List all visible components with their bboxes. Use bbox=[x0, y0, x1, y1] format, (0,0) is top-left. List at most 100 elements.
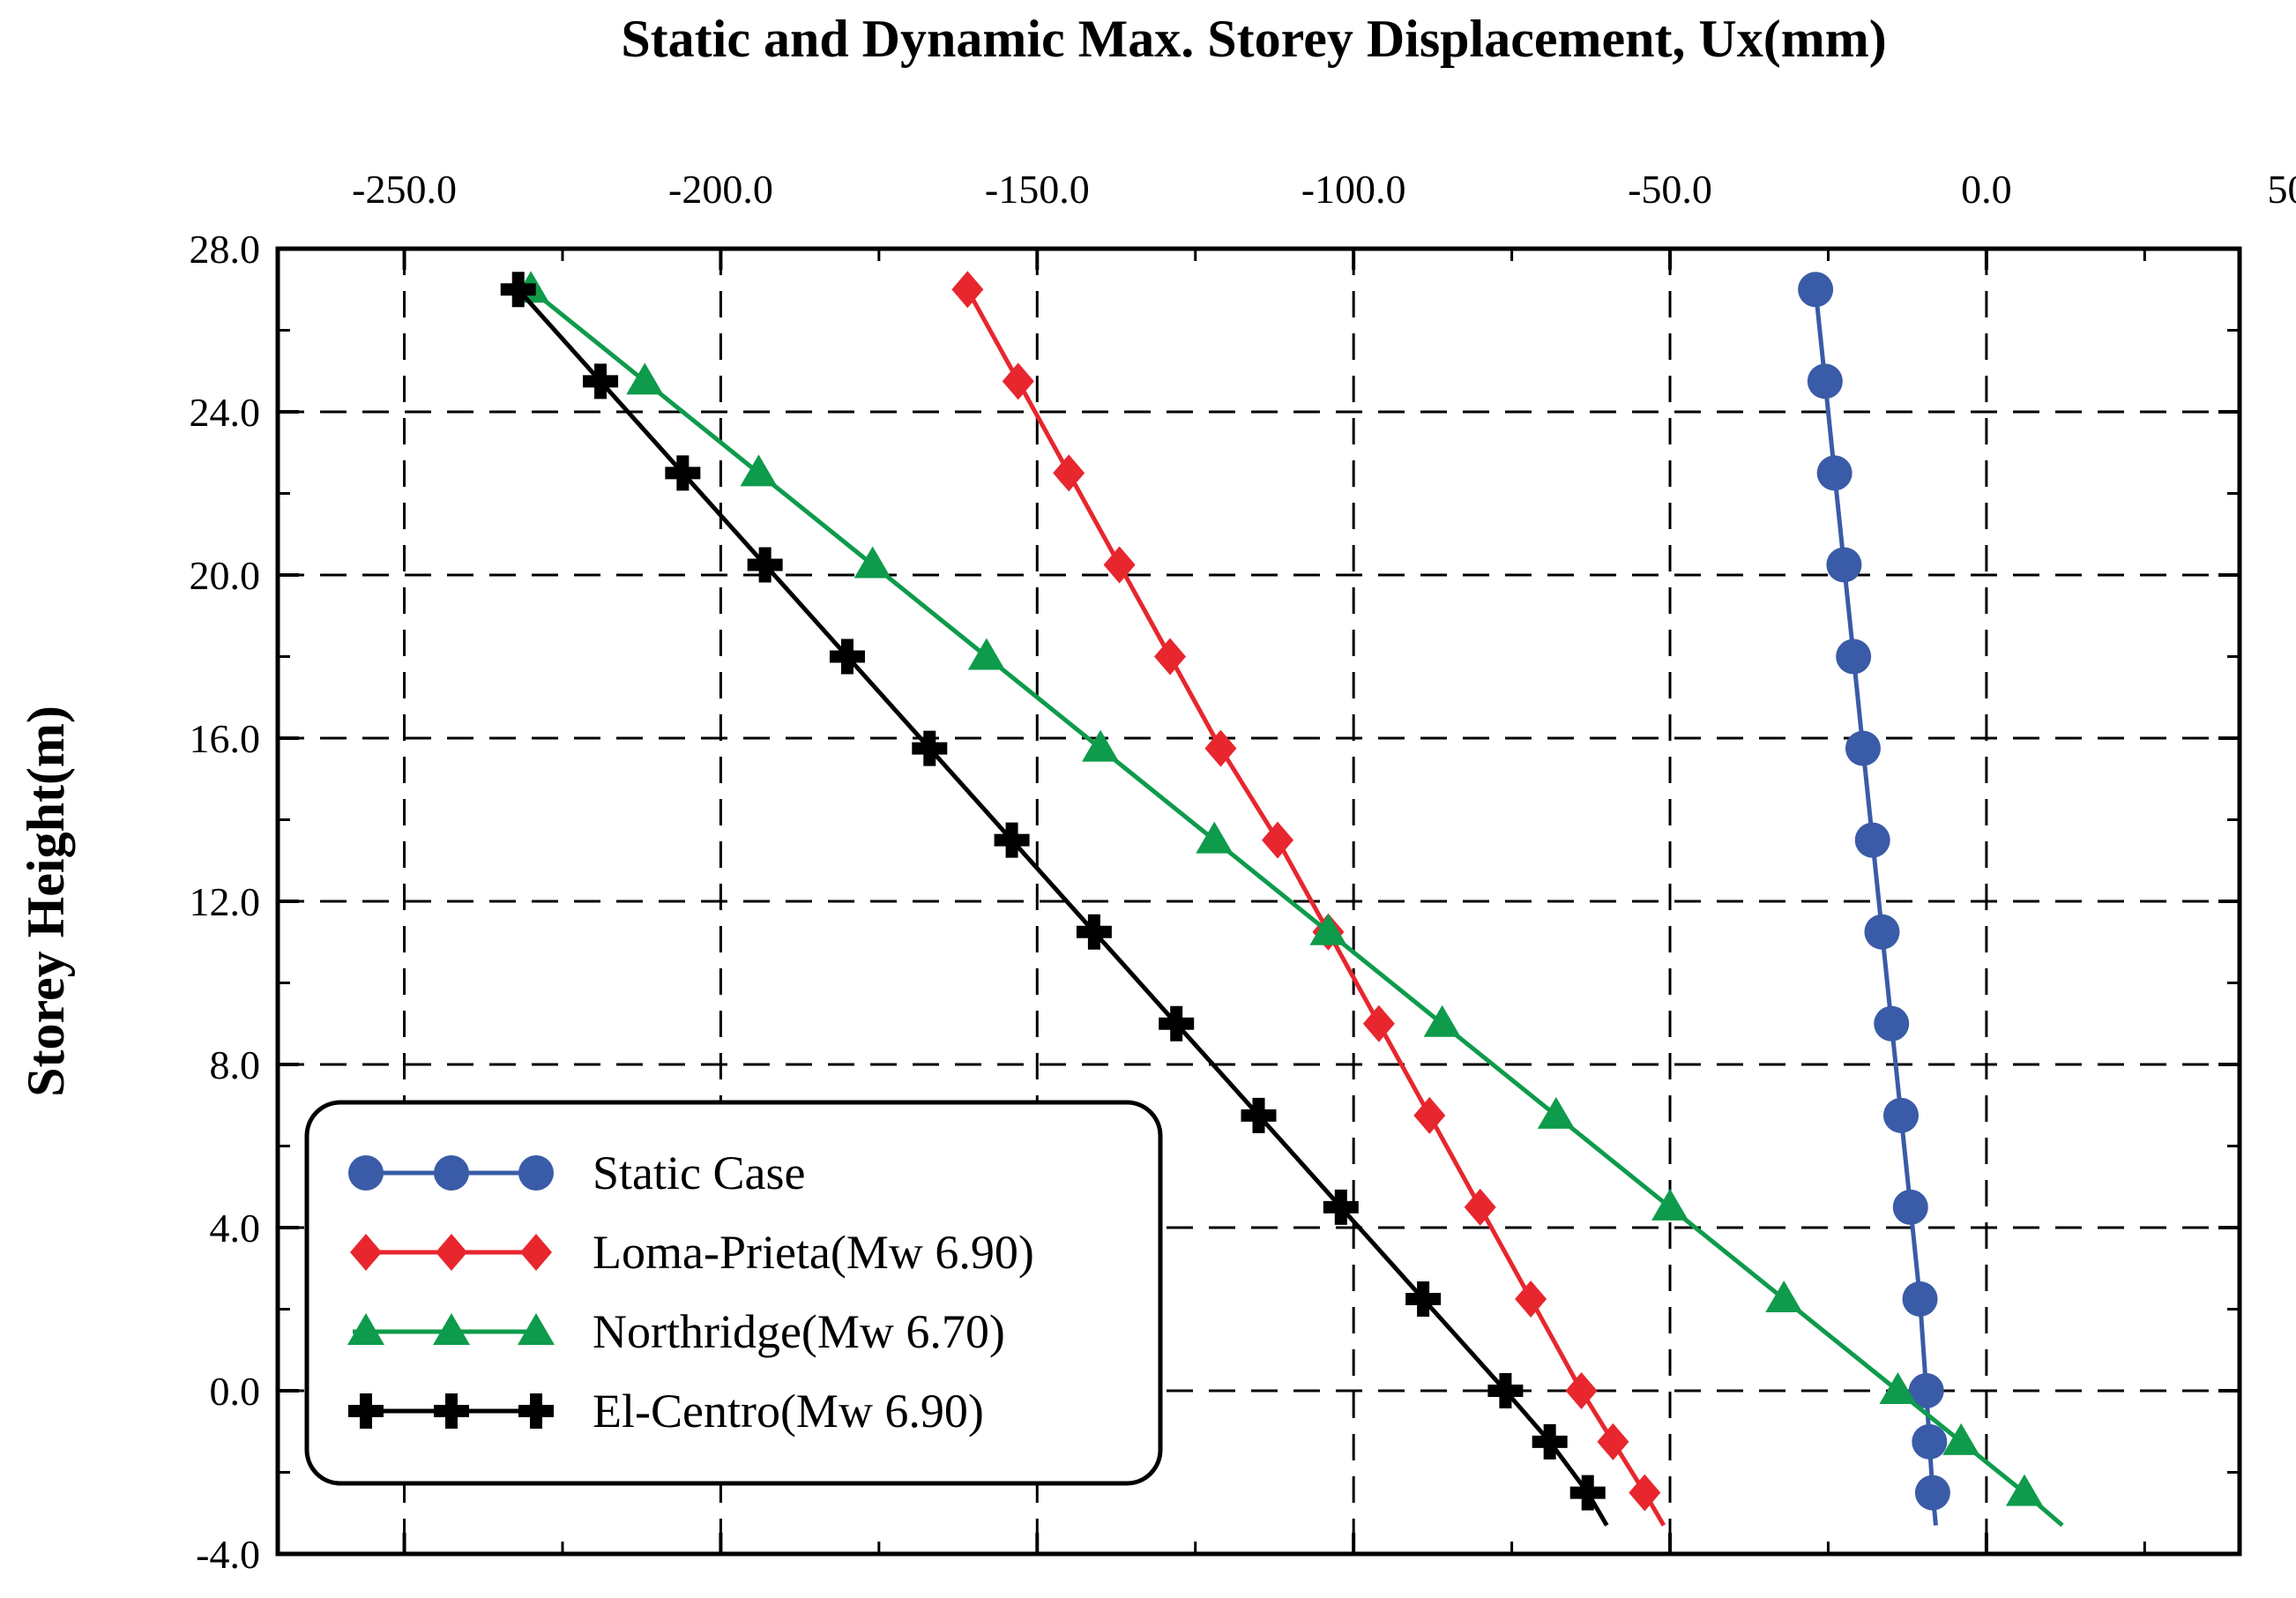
data-point bbox=[1082, 729, 1120, 762]
y-tick-label: 12.0 bbox=[190, 879, 261, 924]
data-point bbox=[583, 363, 619, 400]
data-point bbox=[951, 271, 984, 309]
legend-marker bbox=[436, 1234, 467, 1271]
data-point bbox=[1537, 1096, 1575, 1129]
data-point bbox=[1159, 1005, 1195, 1042]
data-point bbox=[1565, 1372, 1598, 1409]
data-point bbox=[1413, 1096, 1446, 1134]
axis-ticks bbox=[278, 247, 2240, 1556]
data-point bbox=[1323, 1189, 1359, 1225]
y-tick-label: 28.0 bbox=[190, 227, 261, 272]
data-point bbox=[1845, 730, 1881, 766]
data-point bbox=[500, 272, 536, 308]
data-point bbox=[1765, 1280, 1803, 1312]
legend-marker bbox=[348, 1393, 384, 1429]
y-tick-label: 8.0 bbox=[210, 1042, 261, 1087]
data-point bbox=[1826, 547, 1862, 583]
data-point bbox=[1405, 1281, 1442, 1317]
data-point bbox=[829, 638, 865, 675]
y-tick-label: 24.0 bbox=[190, 390, 261, 435]
data-point bbox=[1597, 1423, 1629, 1460]
data-point bbox=[665, 455, 701, 491]
data-point bbox=[1902, 1281, 1938, 1317]
legend-entry: Northridge(Mw 6.70) bbox=[347, 1305, 1005, 1358]
legend-entry: El-Centro(Mw 6.90) bbox=[348, 1385, 984, 1437]
legend-entry: Static Case bbox=[348, 1146, 805, 1199]
data-point bbox=[1798, 272, 1834, 308]
legend-marker bbox=[433, 1313, 470, 1345]
grid-lines bbox=[278, 249, 2240, 1554]
y-tick-label: -4.0 bbox=[196, 1532, 260, 1577]
legend-box bbox=[304, 1100, 1163, 1486]
data-point bbox=[740, 454, 778, 487]
legend-marker bbox=[350, 1234, 382, 1271]
data-point bbox=[626, 362, 664, 395]
data-point bbox=[1569, 1475, 1606, 1511]
data-point bbox=[1241, 1097, 1277, 1133]
y-tick-label: 16.0 bbox=[190, 716, 261, 761]
data-point bbox=[912, 730, 948, 766]
legend-marker bbox=[518, 1155, 554, 1191]
data-point bbox=[1103, 546, 1136, 584]
y-tick-label: 20.0 bbox=[190, 553, 261, 598]
legend-marker bbox=[518, 1393, 554, 1429]
data-point bbox=[967, 638, 1005, 670]
data-point bbox=[1362, 1004, 1395, 1042]
legend-marker bbox=[348, 1155, 384, 1191]
data-point bbox=[1487, 1373, 1524, 1408]
legend: Static Case Loma-Prieta(Mw 6.90) Northridg… bbox=[304, 1100, 1163, 1486]
legend-marker bbox=[434, 1155, 469, 1191]
x-tick-label: -50.0 bbox=[1628, 167, 1712, 212]
data-point bbox=[1154, 638, 1187, 676]
data-point bbox=[1515, 1280, 1547, 1318]
legend-marker bbox=[347, 1313, 384, 1345]
data-point bbox=[1816, 455, 1852, 491]
data-point bbox=[1076, 914, 1112, 950]
series-line bbox=[516, 287, 1609, 1527]
data-point bbox=[1651, 1188, 1689, 1221]
chart-title: Static and Dynamic Max. Storey Displacem… bbox=[621, 10, 1886, 68]
data-point bbox=[1423, 1004, 1461, 1037]
data-point bbox=[854, 546, 891, 579]
legend-label: Static Case bbox=[593, 1146, 805, 1199]
legend-marker bbox=[434, 1393, 469, 1429]
data-point bbox=[747, 547, 783, 583]
data-point bbox=[1464, 1188, 1496, 1226]
data-point bbox=[1908, 1373, 1944, 1408]
data-point bbox=[1864, 914, 1900, 950]
data-point bbox=[1836, 638, 1872, 675]
data-point bbox=[1002, 362, 1034, 400]
y-tick-label: 4.0 bbox=[210, 1206, 261, 1251]
data-point bbox=[994, 822, 1030, 858]
data-point bbox=[1204, 729, 1237, 767]
x-tick-label: -100.0 bbox=[1301, 167, 1406, 212]
x-tick-label: 50.0 bbox=[2268, 167, 2296, 212]
series-line bbox=[965, 288, 1666, 1527]
x-tick-label: -150.0 bbox=[985, 167, 1090, 212]
legend-label: Loma-Prieta(Mw 6.90) bbox=[593, 1226, 1034, 1279]
data-point bbox=[1854, 822, 1890, 858]
data-point bbox=[1942, 1423, 1980, 1455]
data-point bbox=[1883, 1097, 1920, 1133]
tick-labels: -250.0 -200.0 -150.0 -100.0 -50.0 0.0 50.0 28.0… bbox=[190, 167, 2296, 1577]
data-point bbox=[1053, 454, 1085, 492]
data-point bbox=[1309, 913, 1347, 945]
y-tick-label: 0.0 bbox=[210, 1369, 261, 1414]
x-tick-label: -200.0 bbox=[668, 167, 773, 212]
data-point bbox=[1196, 821, 1234, 854]
y-axis-title: Storey Height(m) bbox=[17, 706, 75, 1097]
data-point bbox=[1892, 1189, 1928, 1225]
legend-entry: Loma-Prieta(Mw 6.90) bbox=[350, 1226, 1034, 1279]
legend-label: El-Centro(Mw 6.90) bbox=[593, 1385, 984, 1437]
data-series bbox=[500, 271, 2064, 1527]
series-0 bbox=[1798, 272, 1950, 1526]
data-point bbox=[1629, 1474, 1661, 1512]
x-tick-label: -250.0 bbox=[352, 167, 457, 212]
data-point bbox=[1532, 1423, 1568, 1460]
data-point bbox=[1912, 1423, 1948, 1460]
legend-marker bbox=[518, 1313, 555, 1345]
legend-marker bbox=[520, 1234, 552, 1271]
data-point bbox=[1874, 1005, 1910, 1042]
data-point bbox=[2005, 1474, 2043, 1506]
